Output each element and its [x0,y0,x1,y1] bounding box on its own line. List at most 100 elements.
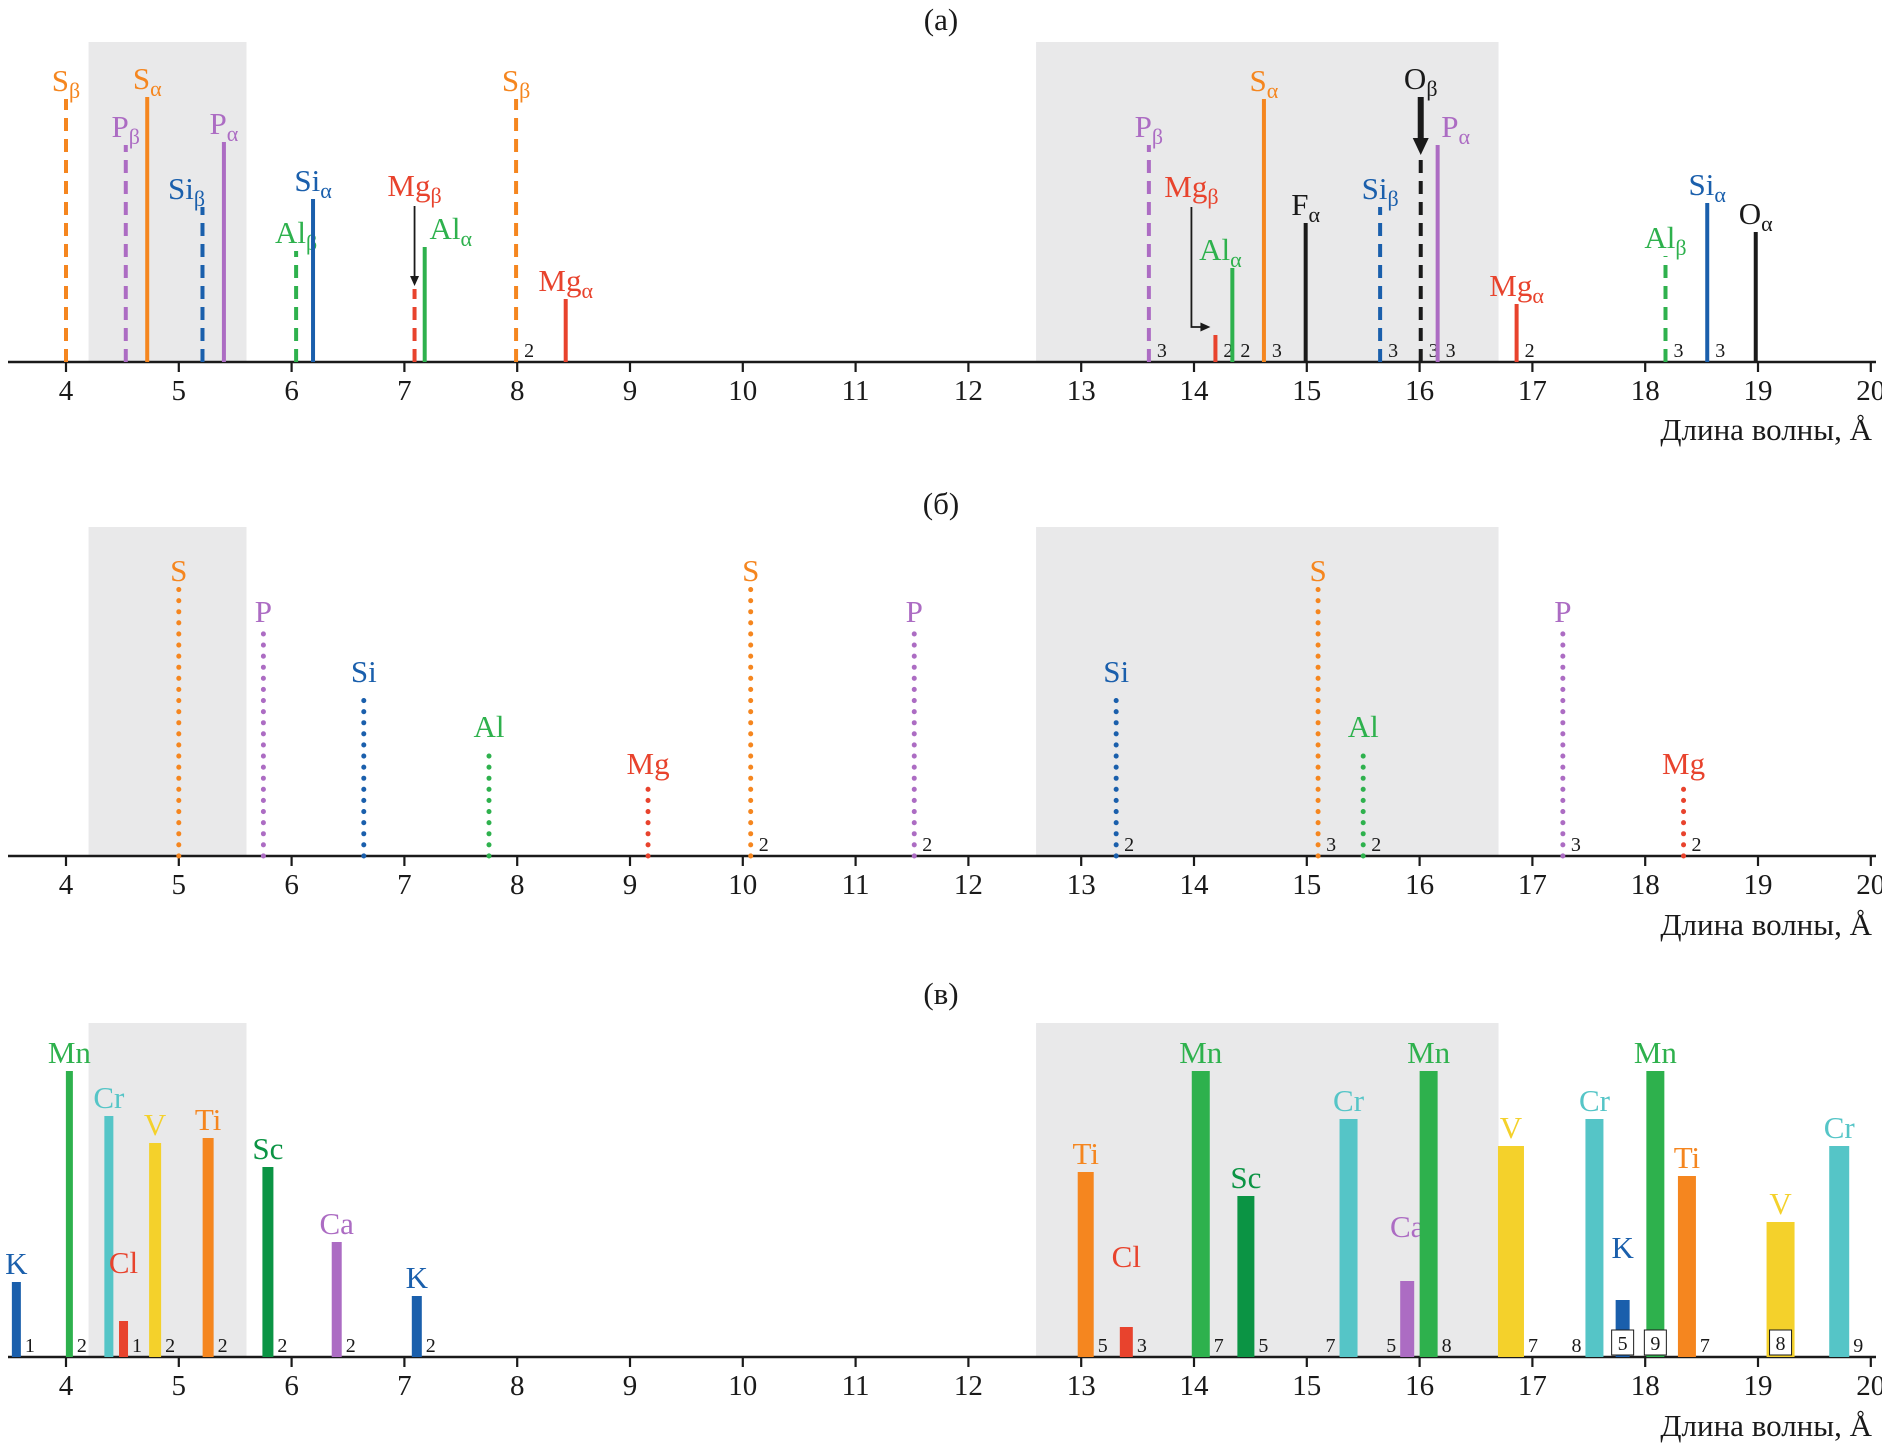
element-label-Cr: Cr [1579,1083,1611,1118]
element-label-Si: Si [351,654,377,689]
order-label: 5 [1098,1335,1108,1357]
order-box [1643,1329,1667,1356]
panel-b-chart: 4 5 6 7 8 9 10 11 12 13 14 15 16 17 18 19 20 S P Si Al Mg S 2 P 2… [8,527,1882,901]
order-label: 8 [1571,1335,1581,1357]
panel-a-chart: 4 5 6 7 8 9 10 11 12 13 14 15 16 17 18 19 20SβPβSαSiβPαA… [8,42,1882,407]
x-tick-label: 9 [623,869,638,901]
x-tick-label: 18 [1631,375,1660,407]
order-label: 2 [77,1335,87,1357]
order-label: 3 [1326,834,1336,856]
order-label: 7 [1700,1335,1710,1357]
element-label-P: P [255,594,272,629]
order-label: 2 [426,1335,436,1357]
order-label: 7 [1528,1335,1538,1357]
panel-a-label: (а) [923,2,959,37]
element-label-Sc: Sc [252,1131,283,1166]
element-label-P: P [906,594,923,629]
element-label-Mn: Mn [48,1035,92,1070]
shaded-band [88,527,247,856]
element-label-V: V [144,1107,167,1142]
shaded-band [1036,527,1499,856]
x-tick-label: 7 [397,1370,412,1402]
x-tick-label: 18 [1631,1370,1660,1402]
bar-Cr [1339,1119,1358,1357]
x-tick-label: 12 [954,1370,983,1402]
element-label-Ti: Ti [1674,1140,1701,1175]
element-label-Si: Si [1103,654,1129,689]
element-label-S: Sβ [502,63,530,103]
bar-Cr [1585,1119,1604,1357]
x-tick-label: 14 [1180,869,1210,901]
order-label: 5 [1386,1335,1396,1357]
panel-c-xaxis-title: Длина волны, Å [1660,1408,1872,1443]
element-label-P: Pα [1441,109,1470,149]
x-tick-label: 18 [1631,869,1660,901]
element-label-F: Fα [1291,187,1320,227]
order-label: 3 [1388,340,1398,362]
element-label-Ti: Ti [195,1102,222,1137]
element-label-Al: Al [1348,709,1379,744]
element-label-Si: Siβ [1362,171,1399,211]
x-tick-label: 20 [1856,869,1882,901]
order-label: 7 [1214,1335,1224,1357]
bar-Ti [1077,1172,1094,1357]
bar-Ti [1677,1176,1696,1357]
x-tick-label: 12 [954,375,983,407]
bar-Ca [331,1242,342,1357]
order-label: 2 [346,1335,356,1357]
x-tick-label: 8 [510,869,525,901]
x-tick-label: 9 [623,1370,638,1402]
x-tick-label: 10 [728,869,757,901]
bar-K [411,1296,422,1357]
x-tick-label: 4 [59,375,74,407]
element-label-Al: Al [474,709,505,744]
element-label-S: S [1309,553,1326,588]
element-label-O: Oβ [1404,61,1438,101]
element-label-Mg: Mgβ [387,168,441,208]
x-tick-label: 14 [1180,375,1210,407]
x-tick-label: 11 [842,1370,870,1402]
x-tick-label: 7 [397,869,412,901]
order-label: 1 [132,1335,142,1357]
bar-V [149,1143,162,1357]
bar-K [11,1282,21,1357]
panel-c-chart: 4 5 6 7 8 9 10 11 12 13 14 15 16 17 18 19 20 K 1 Mn 2 Cr Cl 1 V 2… [5,1023,1882,1402]
element-label-Al: Alα [1199,232,1242,272]
order-label: 2 [1692,834,1702,856]
element-label-Mg: Mgα [538,263,593,303]
order-label: 3 [1446,340,1456,362]
x-tick-label: 19 [1744,1370,1773,1402]
x-tick-label: 16 [1405,1370,1434,1402]
x-tick-label: 5 [172,1370,187,1402]
element-label-Al: Alα [429,211,472,251]
bar-Ti [202,1138,214,1357]
order-label: 5 [1258,1335,1268,1357]
order-label: 2 [1371,834,1381,856]
order-label: 2 [218,1335,228,1357]
element-label-Si: Siα [294,163,332,203]
element-label-P: P [1554,594,1571,629]
element-label-S: Sβ [52,63,80,103]
order-label: 2 [759,834,769,856]
order-label: 1 [25,1335,35,1357]
x-tick-label: 5 [172,375,187,407]
order-label: 2 [1223,340,1233,362]
order-label: 8 [1442,1335,1452,1357]
element-label-Si: Siβ [168,171,205,211]
panel-a-xaxis-title: Длина волны, Å [1660,412,1872,447]
x-tick-label: 15 [1292,1370,1321,1402]
element-label-Al: Alβ [275,215,317,255]
order-label: 3 [1674,340,1684,362]
x-tick-label: 11 [842,869,870,901]
order-label: 3 [1157,340,1167,362]
x-tick-label: 20 [1856,375,1882,407]
shaded-band [88,1023,247,1357]
element-label-Cr: Cr [1333,1083,1365,1118]
element-label-V: V [1500,1110,1523,1145]
x-tick-label: 6 [284,375,299,407]
element-label-O: Oα [1739,196,1773,236]
annotation-arrowhead [410,276,420,286]
order-label: 2 [1124,834,1134,856]
element-label-S: S [170,553,187,588]
annotation-arrow [1190,207,1202,328]
